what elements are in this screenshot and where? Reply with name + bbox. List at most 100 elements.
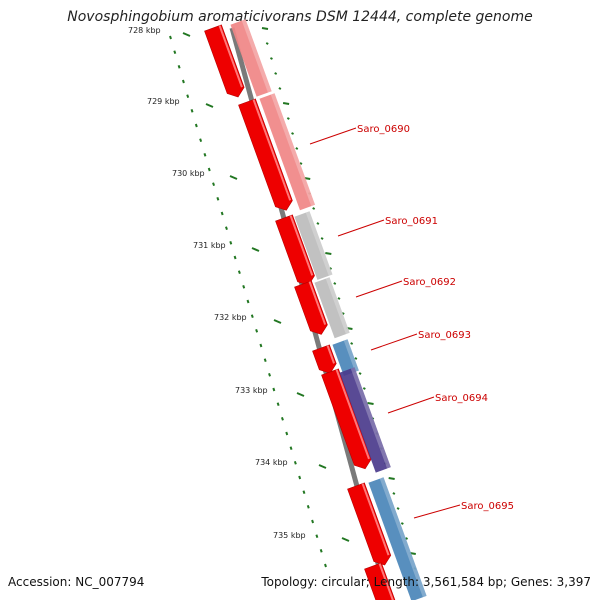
tick-mark (205, 103, 214, 108)
gene-block-fill (294, 211, 333, 280)
tick-label: 731 kbp (193, 241, 226, 250)
outer-tick (282, 102, 290, 105)
scale-dot (194, 123, 198, 128)
scale-dot (207, 167, 211, 172)
scale-dot (169, 35, 172, 40)
scale-dot (285, 431, 289, 436)
outer-tick (278, 87, 282, 90)
scale-dot (212, 182, 216, 186)
tick-mark (318, 464, 327, 469)
gene-block-fill (314, 277, 350, 339)
scale-dot (311, 519, 315, 524)
gene-label-leader (355, 280, 403, 298)
gene-label: Saro_0691 (385, 216, 438, 227)
tick-mark (251, 247, 260, 252)
outer-tick (354, 357, 358, 360)
scale-dot (242, 285, 246, 289)
cds-highlight (218, 25, 243, 88)
gene-block-shine (325, 277, 350, 335)
cds-shape (294, 280, 328, 335)
outer-tick (269, 57, 273, 60)
gene-block (294, 211, 333, 280)
gene-block-shine (270, 93, 316, 207)
scale-dot (173, 50, 177, 54)
outer-tick (261, 27, 269, 30)
tick-mark (182, 32, 191, 37)
scale-dot (181, 79, 185, 84)
cds-highlight (308, 281, 327, 325)
gene-block-fill (259, 93, 316, 211)
scale-dot (259, 343, 263, 348)
cds-highlight (378, 563, 395, 600)
outer-tick (350, 342, 354, 345)
scale-dot (280, 417, 284, 421)
outer-tick (337, 297, 341, 300)
cds-arrow (204, 24, 245, 98)
gene-block (339, 367, 391, 473)
gene-block-fill (332, 339, 359, 377)
scale-dot (229, 241, 233, 245)
gene-label: Saro_0692 (403, 277, 456, 288)
tick-label: 734 kbp (255, 458, 288, 467)
outer-tick (274, 72, 278, 75)
tick-label: 729 kbp (147, 97, 180, 106)
tick-label: 735 kbp (273, 531, 306, 540)
outer-tick (362, 387, 366, 390)
cds-highlight (335, 369, 370, 460)
gene-label-leader (370, 333, 418, 351)
scale-dot (324, 563, 327, 568)
cds-arrow (312, 344, 337, 374)
scale-dot (268, 373, 271, 377)
scale-dot (216, 197, 220, 201)
gene-label: Saro_0693 (418, 330, 471, 341)
scale-dot (199, 138, 203, 142)
cds-highlight (326, 345, 335, 364)
scale-ticks: 728 kbp 729 kbp 730 kbp 731 kbp 732 kbp 733 k… (128, 26, 417, 570)
outer-tick (388, 477, 395, 480)
scale-dot (186, 94, 190, 98)
outer-tick (325, 252, 332, 255)
outer-tick (333, 282, 337, 285)
tick-label: 728 kbp (128, 26, 161, 35)
scale-dot (203, 153, 207, 157)
gene-label-leader (413, 504, 461, 519)
feature-tracks (204, 19, 427, 600)
cds-shape (347, 482, 392, 566)
cds-shape (238, 98, 293, 211)
gene-label-leader (387, 396, 435, 414)
cds-shape (275, 214, 315, 286)
gene-block-shine (241, 19, 272, 93)
scale-dot (289, 446, 293, 450)
gene-block-shine (379, 477, 427, 598)
scale-dot (293, 461, 297, 465)
scale-dot (319, 549, 323, 553)
tick-mark (273, 319, 282, 324)
outer-tick (312, 207, 316, 210)
gene-block-fill (368, 477, 427, 600)
cds-arrow (347, 482, 392, 566)
scale-dot (306, 505, 310, 509)
scale-dot (225, 226, 228, 230)
cds-shape (364, 562, 397, 600)
tick-mark (341, 537, 350, 542)
cds-arrow (294, 280, 328, 335)
scale-dot (302, 490, 306, 494)
outer-tick (291, 132, 295, 135)
gene-block (314, 277, 350, 339)
cds-highlight (289, 215, 314, 276)
outer-tick (405, 537, 409, 540)
scale-dot (190, 109, 194, 113)
genome-summary: Topology: circular; Length: 3,561,584 bp… (261, 575, 591, 589)
gene-label: Saro_0695 (461, 501, 514, 512)
scale-dot (276, 402, 280, 406)
gene-label: Saro_0690 (357, 124, 410, 135)
gene-label-leader (337, 219, 385, 237)
gene-block-fill (230, 19, 272, 97)
scale-dot (237, 270, 241, 274)
gene-block-shine (343, 339, 359, 372)
scale-dot (298, 475, 302, 480)
scale-dot (272, 387, 276, 392)
scale-dot (315, 534, 319, 538)
cds-shape (204, 24, 245, 98)
